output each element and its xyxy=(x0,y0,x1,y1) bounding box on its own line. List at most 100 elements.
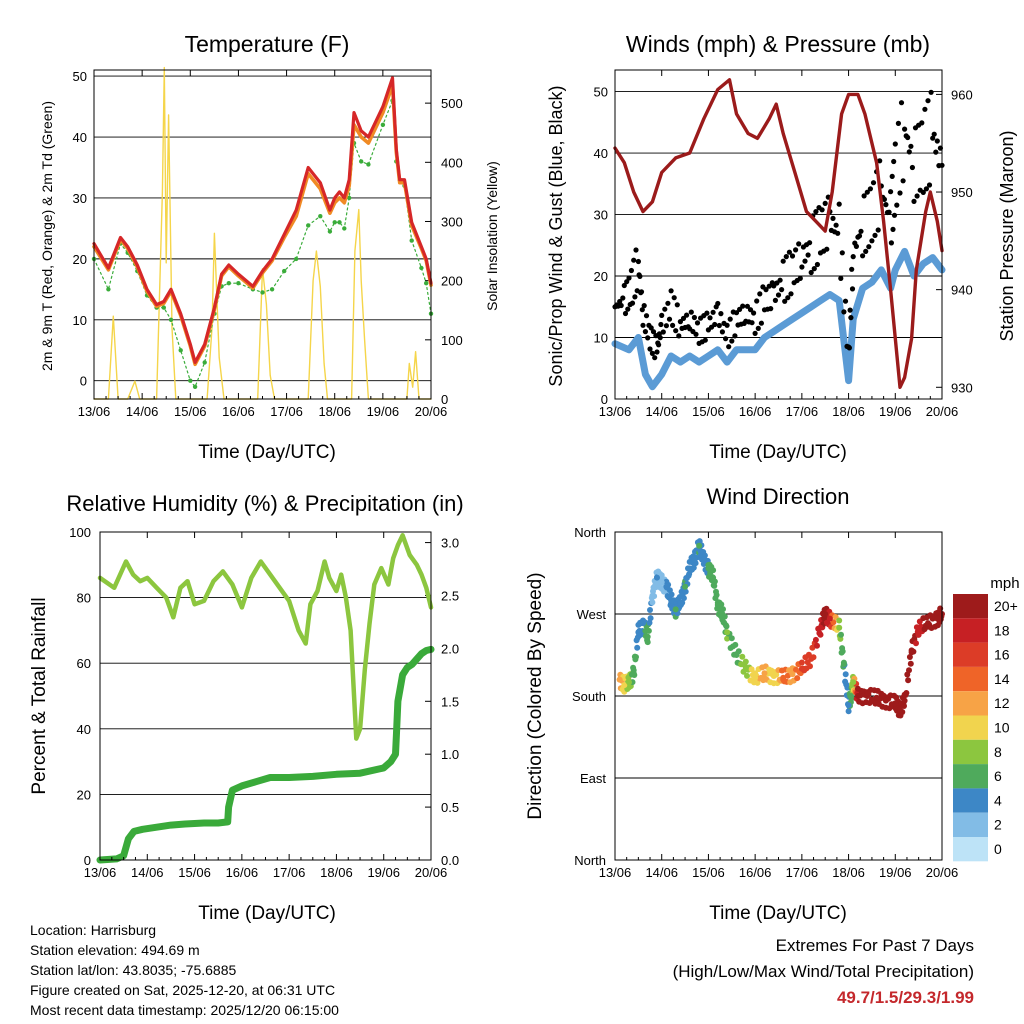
winds-title: Winds (mph) & Pressure (mb) xyxy=(626,31,930,57)
direction-title: Wind Direction xyxy=(706,484,849,509)
gust-marker xyxy=(754,298,760,304)
direction-marker xyxy=(794,675,801,682)
x-tick-label: 14/06 xyxy=(126,404,159,419)
direction-marker xyxy=(668,597,675,604)
x-tick-label: 19/06 xyxy=(367,865,400,880)
gust-marker xyxy=(740,303,746,309)
direction-marker xyxy=(901,697,908,704)
colorbar-level-label: 10 xyxy=(994,720,1010,736)
gust-marker xyxy=(872,232,878,238)
direction-marker xyxy=(809,644,816,651)
gust-marker xyxy=(662,306,668,312)
direction-marker xyxy=(668,591,675,598)
gust-marker xyxy=(724,322,730,328)
gust-marker xyxy=(902,126,908,132)
temp-9m-line xyxy=(92,83,433,367)
y2-tick-label: 500 xyxy=(441,96,463,111)
gust-marker xyxy=(693,331,699,337)
colorbar-swatch xyxy=(953,739,988,765)
dewpoint-line xyxy=(93,99,432,388)
temperature-y2label: Solar Insolation (Yellow) xyxy=(484,161,500,311)
x-tick-label: 20/06 xyxy=(926,865,959,880)
gust-marker xyxy=(922,106,928,112)
gust-marker xyxy=(673,328,679,334)
gust-marker xyxy=(638,289,645,295)
direction-marker xyxy=(647,615,654,622)
colorbar-swatch xyxy=(953,812,988,837)
x-tick-label: 15/06 xyxy=(174,404,207,419)
y-tick-label: 40 xyxy=(594,146,608,161)
direction-marker xyxy=(906,654,913,660)
direction-marker xyxy=(719,611,726,617)
extremes-title: Extremes For Past 7 Days xyxy=(775,936,974,955)
gust-marker xyxy=(925,98,931,104)
direction-marker xyxy=(925,620,931,627)
y-tick-label: 10 xyxy=(594,331,608,346)
temperature-panel: Temperature (F) Time (Day/UTC) 2m & 9m T… xyxy=(39,31,500,463)
gust-marker xyxy=(824,246,830,252)
winds-ylabel: Sonic/Prop Wind & Gust (Blue, Black) xyxy=(546,85,566,386)
gust-marker xyxy=(797,275,803,281)
direction-marker xyxy=(770,673,777,679)
colorbar-swatch xyxy=(953,666,988,692)
gust-marker xyxy=(883,202,889,208)
gust-marker xyxy=(780,258,786,264)
direction-marker xyxy=(635,629,642,636)
direction-marker xyxy=(817,631,824,638)
direction-marker xyxy=(732,641,739,648)
direction-ylabel: Direction (Colored By Speed) xyxy=(525,572,546,819)
direction-marker xyxy=(640,620,646,627)
gust-marker xyxy=(888,189,894,195)
gust-marker xyxy=(665,300,671,306)
direction-marker xyxy=(839,648,846,655)
gust-marker xyxy=(788,291,794,297)
gust-marker xyxy=(849,266,855,272)
gust-marker xyxy=(782,298,788,304)
direction-marker xyxy=(616,676,623,683)
direction-marker xyxy=(812,636,819,643)
direction-marker xyxy=(838,631,844,638)
colorbar-swatch xyxy=(953,594,988,619)
y-tick-label: East xyxy=(580,771,606,786)
gust-marker xyxy=(684,312,690,318)
gust-marker xyxy=(934,138,940,144)
gust-marker xyxy=(688,309,694,315)
direction-marker xyxy=(646,619,653,626)
gust-marker xyxy=(618,302,624,309)
direction-marker xyxy=(686,565,693,572)
direction-marker xyxy=(845,708,852,715)
direction-marker xyxy=(682,588,689,595)
direction-marker xyxy=(882,697,889,704)
gust-marker xyxy=(930,135,936,141)
gust-marker xyxy=(789,253,796,259)
x-tick-label: 14/06 xyxy=(645,404,678,419)
gust-marker xyxy=(849,286,856,292)
gust-marker xyxy=(920,189,926,195)
x-tick-label: 17/06 xyxy=(270,404,303,419)
gust-marker xyxy=(654,349,660,355)
colorbar-level-label: 18 xyxy=(994,622,1010,638)
temperature-ylabel: 2m & 9m T (Red, Orange) & 2m Td (Green) xyxy=(39,101,55,371)
y-tick-label: North xyxy=(574,853,606,868)
gust-marker xyxy=(660,329,666,335)
y-tick-label: 40 xyxy=(73,130,87,145)
gust-marker xyxy=(749,320,755,326)
gust-marker xyxy=(867,186,874,192)
direction-marker xyxy=(908,647,915,654)
gust-marker xyxy=(712,321,718,328)
colorbar-level-label: 6 xyxy=(994,768,1002,784)
direction-marker xyxy=(649,592,656,599)
gust-marker xyxy=(666,316,673,322)
direction-marker xyxy=(654,574,660,581)
gust-marker xyxy=(671,295,677,301)
gust-marker xyxy=(658,321,664,328)
gust-marker xyxy=(625,306,631,312)
extremes-subtitle: (High/Low/Max Wind/Total Precipitation) xyxy=(672,962,974,981)
gust-marker xyxy=(677,319,684,325)
winds-pressure-panel: Winds (mph) & Pressure (mb) Time (Day/UT… xyxy=(546,31,1017,463)
gust-marker xyxy=(650,329,657,335)
gust-marker xyxy=(628,267,635,274)
gust-marker xyxy=(640,322,646,328)
y-tick-label: South xyxy=(572,689,606,704)
direction-xlabel: Time (Day/UTC) xyxy=(709,903,847,924)
